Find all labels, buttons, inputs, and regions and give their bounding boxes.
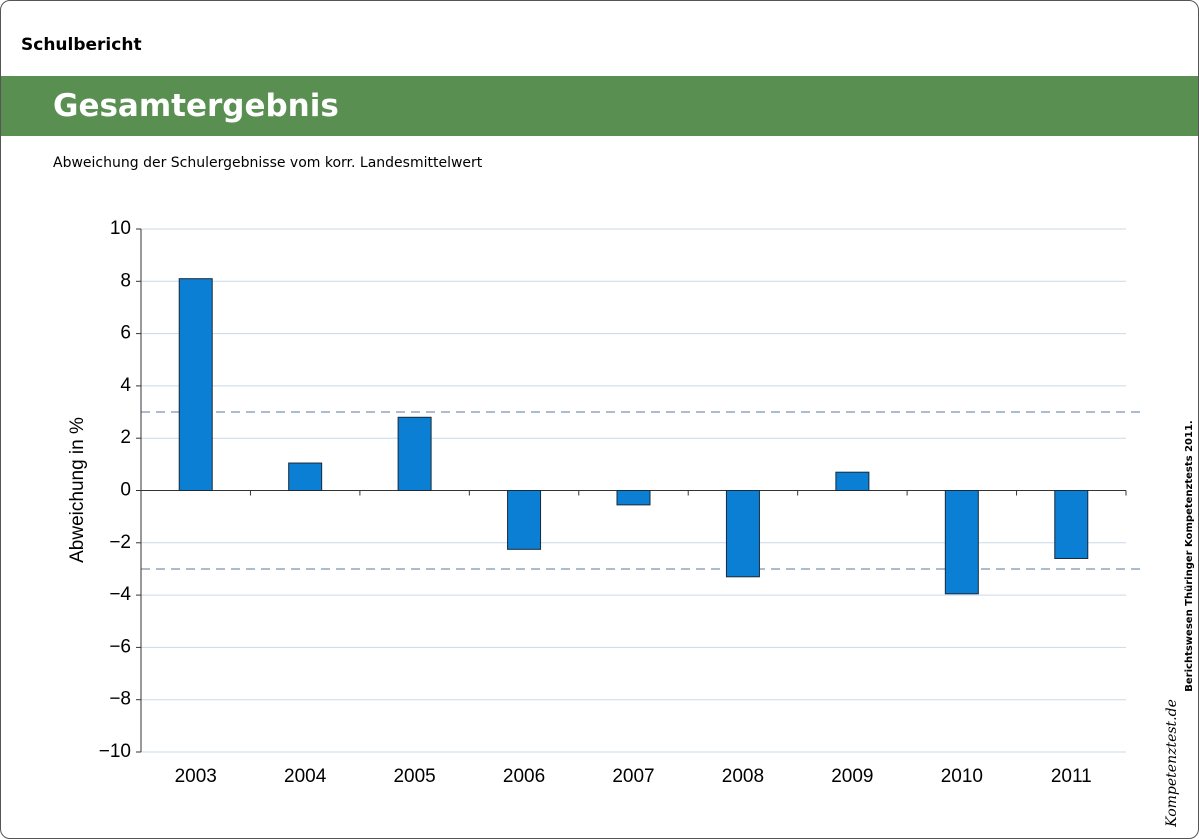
x-tick-label: 2009	[831, 766, 873, 787]
bar	[944, 490, 979, 595]
bar	[178, 278, 213, 491]
bar	[397, 416, 432, 491]
x-tick-label: 2006	[503, 766, 545, 787]
y-tick-label: 10	[110, 218, 131, 239]
x-tick-label: 2011	[1051, 766, 1092, 787]
x-tick-label: 2003	[175, 766, 217, 787]
bar	[835, 471, 870, 492]
bar	[616, 490, 651, 506]
y-tick-label: 2	[120, 427, 131, 448]
page-title: Gesamtergebnis	[53, 88, 339, 124]
title-band: Gesamtergebnis	[1, 76, 1198, 136]
bar	[507, 490, 542, 550]
bar	[725, 490, 760, 578]
section-heading: Schulbericht	[21, 35, 142, 55]
x-tick-label: 2004	[284, 766, 327, 787]
y-tick-label: 0	[120, 480, 131, 501]
y-tick-label: −10	[99, 741, 131, 762]
chart-subtitle: Abweichung der Schulergebnisse vom korr.…	[53, 155, 483, 171]
x-tick-label: 2010	[941, 766, 983, 787]
y-tick-label: −2	[109, 532, 131, 553]
logo: Kompetenztest.de	[1164, 699, 1180, 828]
x-tick-label: 2005	[393, 766, 435, 787]
bar	[1054, 490, 1089, 559]
y-tick-label: 6	[120, 323, 131, 344]
y-tick-label: −8	[109, 689, 131, 710]
x-tick-label: 2007	[612, 766, 654, 787]
y-tick-label: 8	[120, 270, 131, 291]
y-axis-label: Abweichung in %	[67, 417, 88, 563]
y-tick-label: −6	[109, 636, 131, 657]
y-tick-label: −4	[109, 584, 131, 605]
bar	[288, 462, 323, 492]
y-tick-label: 4	[120, 375, 131, 396]
credit: Berichtswesen Thüringer Kompetenztests 2…	[1184, 420, 1195, 691]
x-tick-label: 2008	[722, 766, 764, 787]
